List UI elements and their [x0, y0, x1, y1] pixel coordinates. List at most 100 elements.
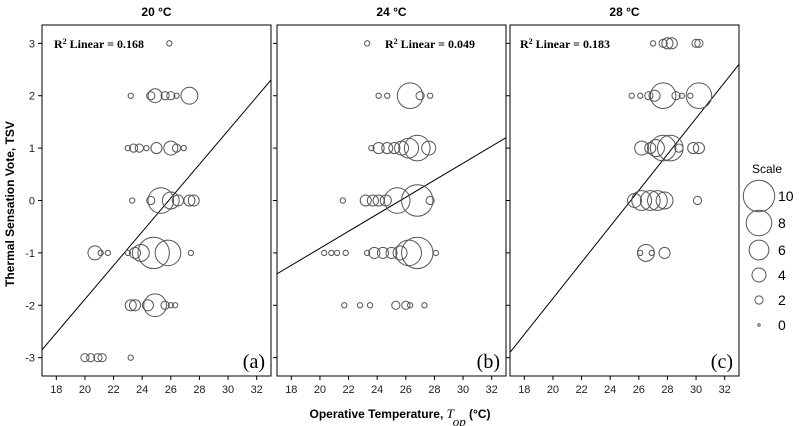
- x-tick-label: 20: [79, 384, 91, 396]
- data-point: [648, 89, 661, 102]
- data-point: [364, 40, 371, 47]
- data-point: [93, 353, 103, 363]
- data-point: [127, 354, 134, 361]
- data-point: [678, 92, 685, 99]
- data-point: [366, 302, 374, 309]
- data-point: [685, 82, 713, 110]
- legend-value: 10: [778, 188, 794, 204]
- data-point: [180, 86, 199, 105]
- data-point: [381, 142, 394, 155]
- data-point: [127, 92, 134, 99]
- data-point: [392, 245, 408, 261]
- y-tick-label: -2: [25, 300, 35, 312]
- legend-title: Scale: [752, 162, 782, 176]
- data-point: [80, 353, 90, 363]
- panel-title: 28 °C: [609, 5, 639, 19]
- data-point: [137, 236, 170, 270]
- legend-value: 4: [778, 267, 786, 283]
- data-point: [385, 246, 398, 259]
- x-tick-label: 22: [342, 384, 354, 396]
- y-axis-label: Thermal Sensation Vote, TSV: [3, 121, 17, 287]
- data-point: [401, 300, 411, 310]
- data-point: [384, 92, 391, 99]
- data-point: [160, 91, 170, 101]
- data-point: [637, 243, 655, 262]
- y-tick-label: 3: [29, 38, 35, 50]
- legend-symbol: [754, 295, 764, 305]
- data-point: [167, 302, 174, 309]
- data-point: [187, 194, 200, 207]
- data-point: [694, 38, 704, 48]
- legend-symbol: [751, 267, 767, 283]
- fit-line: [510, 63, 739, 353]
- y-tick-label: -1: [25, 248, 35, 260]
- data-point: [406, 302, 414, 309]
- x-tick-label: 30: [457, 384, 469, 396]
- data-point: [628, 92, 635, 99]
- data-point: [634, 140, 650, 156]
- x-tick-label: 24: [136, 384, 148, 396]
- x-tick-label: 32: [251, 384, 263, 396]
- data-point: [396, 82, 424, 110]
- data-point: [421, 302, 428, 309]
- data-point: [134, 143, 144, 153]
- x-tick-label: 24: [371, 384, 383, 396]
- data-point: [403, 134, 431, 162]
- panel-label: (a): [243, 351, 265, 373]
- data-point: [143, 293, 167, 318]
- data-point: [154, 239, 182, 267]
- panel-label: (c): [711, 351, 733, 373]
- data-point: [661, 37, 674, 50]
- data-point: [647, 190, 668, 211]
- data-point: [375, 92, 382, 99]
- legend-value: 8: [778, 215, 786, 231]
- legend-symbol: [748, 239, 770, 261]
- x-tick-label: 30: [222, 384, 234, 396]
- legend-symbol: [745, 209, 773, 237]
- data-point: [376, 246, 389, 259]
- legend-value: 6: [778, 242, 786, 258]
- data-point: [161, 191, 180, 210]
- data-point: [368, 144, 375, 152]
- data-point: [425, 195, 435, 206]
- x-tick-label: 26: [633, 384, 645, 396]
- data-point: [649, 82, 677, 110]
- x-tick-label: 26: [165, 384, 177, 396]
- data-point: [415, 91, 425, 101]
- r2-annotation: R2 Linear = 0.168: [54, 37, 144, 52]
- data-point: [388, 142, 401, 155]
- x-axis-subscript: op: [453, 414, 467, 426]
- x-tick-label: 32: [719, 384, 731, 396]
- data-point: [341, 302, 348, 309]
- plot-frame: [41, 24, 272, 377]
- data-point: [379, 194, 392, 207]
- data-point: [129, 197, 136, 204]
- data-point: [631, 190, 653, 211]
- data-point: [401, 184, 434, 217]
- data-point: [687, 142, 700, 155]
- data-point: [671, 91, 681, 101]
- data-point: [147, 187, 175, 214]
- data-point: [649, 134, 677, 162]
- x-axis-label-main: Operative Temperature,: [309, 407, 446, 421]
- data-point: [687, 92, 694, 99]
- data-point: [648, 249, 655, 257]
- panel-3: 28 °C 18 20 22 24 26 28 30 32 R2 Linear = 0.183 (c…: [506, 5, 740, 396]
- data-point: [637, 249, 644, 257]
- data-point: [124, 144, 132, 152]
- data-point: [692, 195, 703, 206]
- x-tick-label: 18: [518, 384, 530, 396]
- data-point: [147, 88, 163, 104]
- data-point: [146, 91, 156, 101]
- y-tick-label: 0: [29, 196, 35, 208]
- data-point: [86, 353, 96, 363]
- data-point: [187, 249, 195, 257]
- data-point: [657, 134, 684, 162]
- data-point: [97, 353, 107, 363]
- data-point: [391, 300, 401, 310]
- data-point: [674, 143, 684, 153]
- x-tick-label: 20: [314, 384, 326, 396]
- data-point: [644, 91, 654, 101]
- data-point: [87, 245, 103, 261]
